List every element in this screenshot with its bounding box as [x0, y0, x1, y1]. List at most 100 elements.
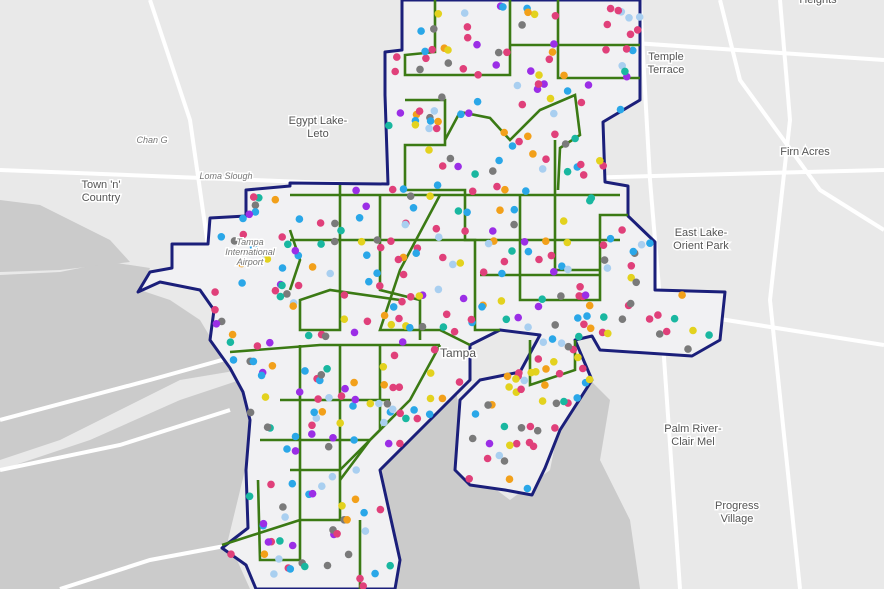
point [387, 320, 396, 329]
point [270, 570, 278, 578]
point [228, 330, 237, 339]
point [518, 21, 526, 29]
point [523, 484, 532, 493]
point [501, 185, 509, 194]
point [317, 240, 325, 248]
point [391, 67, 400, 76]
point [587, 194, 596, 202]
point [577, 160, 585, 169]
point [410, 406, 418, 414]
point [586, 324, 595, 333]
point [294, 281, 303, 290]
label-line: Tampa [440, 346, 476, 360]
point [532, 368, 540, 376]
point [550, 40, 558, 48]
point [546, 94, 555, 103]
point [304, 331, 313, 340]
point [575, 332, 583, 341]
point [276, 292, 285, 301]
point [484, 401, 492, 409]
label-line: Firn Acres [780, 146, 830, 158]
point [471, 410, 480, 418]
point [217, 233, 226, 241]
place-label: Palm River-Clair Mel [664, 423, 722, 448]
point [301, 562, 309, 571]
point [603, 264, 612, 272]
point [670, 314, 679, 323]
point [263, 255, 272, 263]
point [212, 320, 221, 328]
point [439, 253, 447, 262]
point [338, 502, 346, 510]
point [321, 332, 330, 341]
place-label: Tampa International Airport [225, 237, 276, 267]
point [500, 128, 509, 137]
point [689, 326, 697, 335]
water [0, 200, 640, 589]
point [229, 356, 238, 364]
point [577, 98, 586, 107]
point [573, 394, 581, 402]
point [264, 538, 273, 546]
point [603, 20, 612, 29]
label-line: Country [82, 192, 121, 204]
point [310, 408, 319, 417]
point [329, 434, 337, 442]
point [606, 234, 615, 243]
point [500, 457, 509, 465]
point [563, 238, 572, 247]
point [450, 327, 459, 336]
place-label: East Lake-Orient Park [673, 227, 729, 252]
point [489, 167, 497, 175]
point [621, 67, 629, 76]
point [622, 45, 631, 53]
point [352, 466, 361, 474]
point [645, 315, 654, 323]
point [351, 495, 360, 504]
point [538, 165, 547, 173]
point [604, 329, 612, 338]
point [606, 4, 615, 13]
label-line: East Lake- [675, 227, 728, 239]
point [542, 237, 550, 245]
point [389, 383, 397, 392]
point [316, 219, 325, 227]
point [291, 246, 300, 255]
point [328, 472, 337, 481]
point [350, 328, 359, 337]
point [596, 157, 604, 165]
point [363, 251, 371, 259]
point [525, 438, 534, 447]
point [563, 87, 572, 95]
point [268, 362, 277, 370]
point [461, 227, 469, 235]
point [253, 342, 262, 350]
place-label: Firn Acres [780, 146, 830, 158]
point [548, 48, 557, 56]
point [626, 30, 635, 39]
point [238, 279, 246, 287]
point [376, 505, 385, 514]
point [288, 541, 297, 550]
point [389, 303, 398, 311]
point [318, 482, 326, 491]
point [530, 10, 539, 19]
point [422, 54, 430, 63]
point [602, 46, 610, 54]
point [505, 383, 513, 391]
point [585, 375, 594, 384]
point [426, 394, 435, 403]
point [457, 110, 465, 119]
point [350, 378, 358, 387]
point [492, 61, 501, 69]
point [564, 265, 572, 274]
point [301, 367, 309, 375]
point [360, 508, 368, 517]
point [561, 140, 570, 148]
point [286, 565, 295, 573]
label-line: Airport [236, 257, 264, 267]
point [510, 205, 519, 214]
point [520, 376, 529, 385]
point [534, 80, 543, 88]
point [333, 530, 341, 538]
